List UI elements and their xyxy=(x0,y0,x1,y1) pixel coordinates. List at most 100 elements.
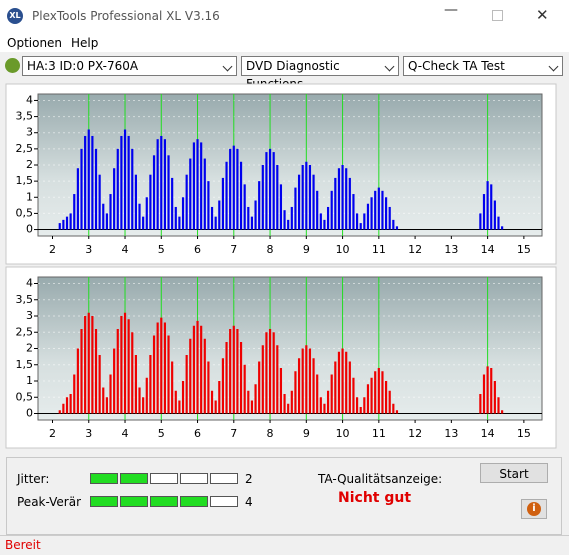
bar xyxy=(319,213,322,230)
bar xyxy=(221,358,225,414)
bar xyxy=(80,329,83,414)
bar xyxy=(145,377,148,414)
bar xyxy=(149,174,152,230)
bar xyxy=(167,155,170,230)
bar xyxy=(501,410,504,414)
bar xyxy=(381,371,384,414)
minimize-button[interactable]: — xyxy=(444,2,458,18)
bar xyxy=(392,219,395,230)
bar xyxy=(232,145,235,230)
bar xyxy=(105,397,108,414)
bar xyxy=(69,213,72,230)
bar xyxy=(497,216,500,230)
bar xyxy=(196,139,199,230)
bar xyxy=(384,197,388,230)
drive-select[interactable]: HA:3 ID:0 PX-760A xyxy=(22,56,237,76)
x-tick-label: 5 xyxy=(158,243,165,256)
close-button[interactable]: ✕ xyxy=(536,6,549,24)
bar xyxy=(73,374,76,414)
bar xyxy=(258,361,261,414)
bar xyxy=(229,148,232,230)
rating-box xyxy=(90,496,118,507)
menu-item[interactable]: Optionen xyxy=(7,36,63,50)
y-tick-label: 2 xyxy=(26,158,33,171)
x-tick-label: 13 xyxy=(444,243,458,256)
bar xyxy=(185,174,188,230)
x-tick-label: 7 xyxy=(230,427,237,440)
bar xyxy=(120,316,123,414)
bar xyxy=(142,216,145,230)
bar xyxy=(109,374,112,414)
y-tick-label: 0,5 xyxy=(16,206,34,219)
bar xyxy=(323,219,326,230)
app-icon: XL xyxy=(7,8,23,24)
bar xyxy=(341,348,344,414)
bar xyxy=(163,322,166,414)
quality-label: TA-Qualitätsanzeige: xyxy=(318,472,443,486)
maximize-button[interactable] xyxy=(492,10,503,21)
start-button[interactable]: Start xyxy=(480,463,548,483)
bar xyxy=(105,213,108,230)
bar xyxy=(493,381,496,414)
bar xyxy=(265,332,268,414)
x-tick-label: 14 xyxy=(481,243,495,256)
status-text: Bereit xyxy=(5,538,41,552)
bar xyxy=(268,329,272,414)
test-select[interactable]: Q-Check TA Test xyxy=(403,56,563,76)
x-tick-label: 10 xyxy=(336,243,350,256)
bar xyxy=(243,184,246,230)
rating-box xyxy=(120,496,148,507)
y-tick-label: 2 xyxy=(26,342,33,355)
bar xyxy=(210,390,214,414)
bar xyxy=(174,390,177,414)
drive-icon xyxy=(5,58,20,73)
bar xyxy=(98,174,101,230)
bar xyxy=(272,152,275,230)
bar xyxy=(200,325,203,414)
bar xyxy=(254,200,257,230)
bar xyxy=(102,387,105,414)
bar xyxy=(479,394,482,414)
bar xyxy=(221,177,225,230)
bar xyxy=(392,403,395,414)
bar xyxy=(290,206,293,230)
bar xyxy=(232,325,235,414)
bar xyxy=(109,194,112,230)
bar xyxy=(297,174,301,230)
bar xyxy=(116,148,119,230)
bar xyxy=(207,361,210,414)
bar xyxy=(214,216,217,230)
bar xyxy=(236,148,239,230)
bar xyxy=(181,381,185,414)
bar xyxy=(185,355,188,414)
bar xyxy=(250,400,254,414)
bar xyxy=(94,329,98,414)
bar xyxy=(384,381,388,414)
bar xyxy=(316,190,319,230)
bar xyxy=(334,361,337,414)
bar xyxy=(134,355,137,414)
bar xyxy=(388,390,391,414)
bar xyxy=(229,329,232,414)
rating-label: Jitter: xyxy=(17,472,50,486)
y-tick-label: 1,5 xyxy=(16,174,34,187)
bar xyxy=(76,348,79,414)
bar xyxy=(254,384,257,414)
info-button[interactable]: i xyxy=(521,499,547,519)
quality-result: Nicht gut xyxy=(338,490,412,506)
bar xyxy=(395,226,399,230)
bar xyxy=(352,377,355,414)
bar xyxy=(225,342,228,414)
bar xyxy=(167,335,170,414)
x-tick-label: 15 xyxy=(517,243,531,256)
rating-box xyxy=(120,473,148,484)
menu-item[interactable]: Help xyxy=(71,36,99,50)
bar xyxy=(370,377,373,414)
bar xyxy=(87,312,90,414)
x-tick-label: 11 xyxy=(372,427,386,440)
bar xyxy=(366,203,370,230)
bar xyxy=(73,194,76,230)
bar xyxy=(261,345,264,414)
bar xyxy=(261,165,264,230)
